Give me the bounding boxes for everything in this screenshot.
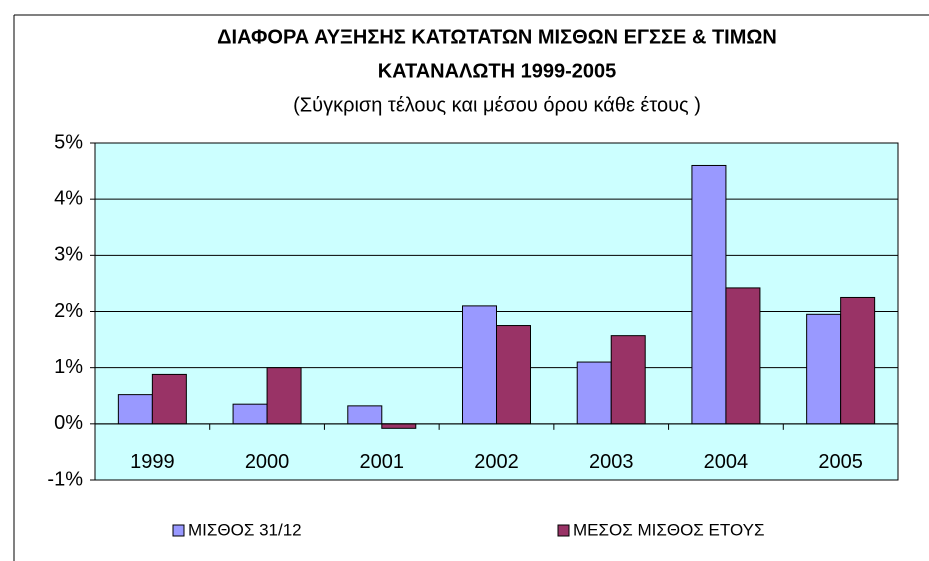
x-tick-label: 2004	[704, 451, 749, 473]
chart-subtitle: (Σύγκριση τέλους και μέσου όρου κάθε έτο…	[293, 94, 701, 116]
y-tick-label: 5%	[54, 131, 83, 153]
y-tick-label: 2%	[54, 300, 83, 322]
bar	[496, 325, 531, 425]
bar	[691, 164, 727, 425]
legend-swatch	[172, 524, 185, 537]
y-tick-label: 0%	[54, 412, 83, 434]
bar	[381, 423, 417, 429]
legend-label: ΜΙΣΘΟΣ 31/12	[188, 520, 302, 539]
y-tick-label: 3%	[54, 244, 83, 266]
legend-swatch	[557, 524, 570, 537]
chart-title: ΔΙΑΦΟΡΑ ΑΥΞΗΣΗΣ ΚΑΤΩΤΑΤΩΝ ΜΙΣΘΩΝ ΕΓΣΣΕ &…	[217, 26, 777, 48]
x-tick-label: 2000	[245, 451, 290, 473]
bar	[576, 361, 612, 425]
y-tick-label: -1%	[47, 468, 83, 490]
y-tick-label: 1%	[54, 356, 83, 378]
legend-label: ΜΕΣΟΣ ΜΙΣΘΟΣ ΕΤΟΥΣ	[573, 520, 764, 539]
x-tick-label: 2003	[589, 451, 634, 473]
bar	[462, 305, 497, 425]
bar	[610, 335, 646, 425]
bar	[725, 287, 761, 425]
bar	[840, 296, 876, 425]
x-tick-label: 1999	[130, 451, 175, 473]
x-tick-label: 2001	[360, 451, 405, 473]
chart-title: ΚΑΤΑΝΑΛΩΤΗ 1999-2005	[378, 60, 617, 82]
bar	[232, 403, 268, 425]
bar	[347, 405, 383, 425]
bar	[151, 373, 187, 425]
bar	[806, 313, 842, 425]
bar	[117, 394, 153, 425]
x-tick-label: 2005	[818, 451, 863, 473]
plot-border	[94, 142, 899, 481]
bar	[266, 367, 302, 425]
x-tick-label: 2002	[474, 451, 519, 473]
y-tick-label: 4%	[54, 187, 83, 209]
